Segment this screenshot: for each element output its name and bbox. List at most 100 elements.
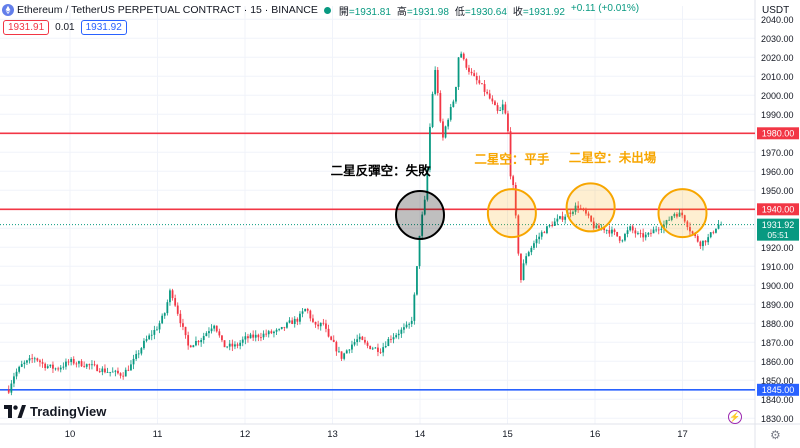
candle-body — [291, 320, 294, 325]
lightning-icon[interactable]: ⚡ — [728, 410, 742, 424]
sell-price-button[interactable]: 1931.91 — [3, 20, 50, 35]
candle-body — [356, 339, 359, 343]
candle-body — [366, 342, 369, 346]
price-tick-label: 2030.00 — [761, 34, 794, 44]
candle-body — [686, 221, 689, 228]
candle-body — [26, 360, 28, 363]
price-tick-label: 1990.00 — [761, 110, 794, 120]
currency-selector[interactable]: USDT — [762, 5, 790, 16]
candle-body — [54, 368, 57, 370]
candle-body — [270, 331, 273, 334]
buy-price-button[interactable]: 1931.92 — [80, 20, 127, 35]
candle-body — [41, 362, 44, 364]
time-tick-label: 17 — [677, 429, 688, 440]
candle-body — [429, 126, 431, 170]
candle-body — [174, 298, 177, 306]
candle-body — [577, 205, 580, 209]
candle-body — [210, 328, 213, 332]
horizontal-lines-layer — [0, 132, 755, 391]
candle-body — [166, 302, 169, 314]
candle-body — [249, 334, 252, 339]
candle-body — [156, 329, 158, 331]
candle-body — [535, 239, 538, 244]
candle-body — [629, 226, 632, 231]
candle-body — [343, 353, 346, 359]
price-tick-label: 1970.00 — [761, 148, 794, 158]
candle-body — [704, 240, 707, 243]
candle-body — [491, 98, 494, 102]
candle-body — [660, 228, 663, 230]
candle-body — [390, 339, 392, 340]
candle-body — [322, 322, 325, 324]
candles-layer — [7, 51, 723, 396]
grid-layer — [0, 6, 755, 424]
candle-body — [361, 336, 364, 340]
candle-body — [416, 266, 418, 295]
spread-value: 0.01 — [55, 22, 75, 33]
candle-body — [52, 364, 54, 369]
candle-body — [579, 208, 582, 209]
candle-body — [457, 57, 460, 87]
symbol-title[interactable]: Ethereum / TetherUS PERPETUAL CONTRACT ·… — [17, 4, 318, 16]
gear-icon[interactable]: ⚙ — [770, 428, 781, 442]
candle-body — [254, 334, 257, 338]
candle-body — [364, 339, 366, 343]
circles-layer — [395, 182, 708, 240]
circle-orange-3 — [657, 188, 708, 239]
candle-body — [70, 359, 73, 363]
candle-body — [707, 237, 710, 243]
candle-body — [423, 199, 426, 215]
candle-body — [143, 340, 145, 349]
candle-body — [439, 93, 442, 122]
candle-body — [377, 347, 379, 352]
candle-body — [265, 333, 268, 335]
candle-body — [239, 342, 242, 346]
candle-body — [546, 226, 548, 234]
sup-1845-label-bg — [757, 383, 799, 396]
candle-body — [28, 358, 31, 361]
candle-body — [681, 212, 684, 216]
time-tick-label: 15 — [502, 429, 513, 440]
candle-body — [436, 69, 439, 94]
candle-body — [613, 229, 616, 232]
candle-body — [496, 105, 499, 111]
candle-body — [275, 329, 278, 332]
res-1940-label-bg — [757, 203, 799, 216]
candle-body — [135, 353, 138, 359]
price-tick-label: 1860.00 — [761, 357, 794, 367]
candle-body — [670, 216, 673, 220]
candle-body — [317, 324, 320, 327]
time-axis[interactable]: 10 11 12 13 14 15 16 17 — [0, 423, 800, 440]
price-tick-label: 1950.00 — [761, 186, 794, 196]
candle-body — [444, 126, 447, 138]
candle-body — [184, 326, 187, 336]
candle-body — [288, 320, 291, 323]
candle-body — [585, 209, 587, 214]
candle-body — [527, 252, 530, 257]
candle-body — [551, 225, 554, 226]
time-tick-label: 16 — [590, 429, 601, 440]
candle-body — [486, 91, 489, 94]
candle-body — [72, 359, 75, 364]
candle-body — [434, 69, 437, 94]
candle-body — [553, 221, 556, 226]
candle-body — [572, 211, 574, 214]
time-tick-label: 12 — [240, 429, 251, 440]
price-tick-label: 1840.00 — [761, 395, 794, 405]
candle-body — [91, 364, 93, 366]
candle-body — [62, 366, 65, 368]
ethereum-icon — [2, 4, 14, 16]
candle-body — [309, 310, 312, 319]
candle-body — [574, 205, 577, 212]
candle-body — [130, 364, 132, 371]
candle-body — [637, 233, 639, 234]
candle-body — [374, 347, 377, 349]
candle-body — [283, 326, 286, 328]
candle-body — [431, 93, 434, 127]
candle-body — [618, 236, 621, 241]
ohlc-change: +0.11 (+0.01%) — [570, 2, 640, 14]
candle-body — [327, 328, 330, 337]
last-price-label: 1931.92 — [762, 220, 795, 230]
